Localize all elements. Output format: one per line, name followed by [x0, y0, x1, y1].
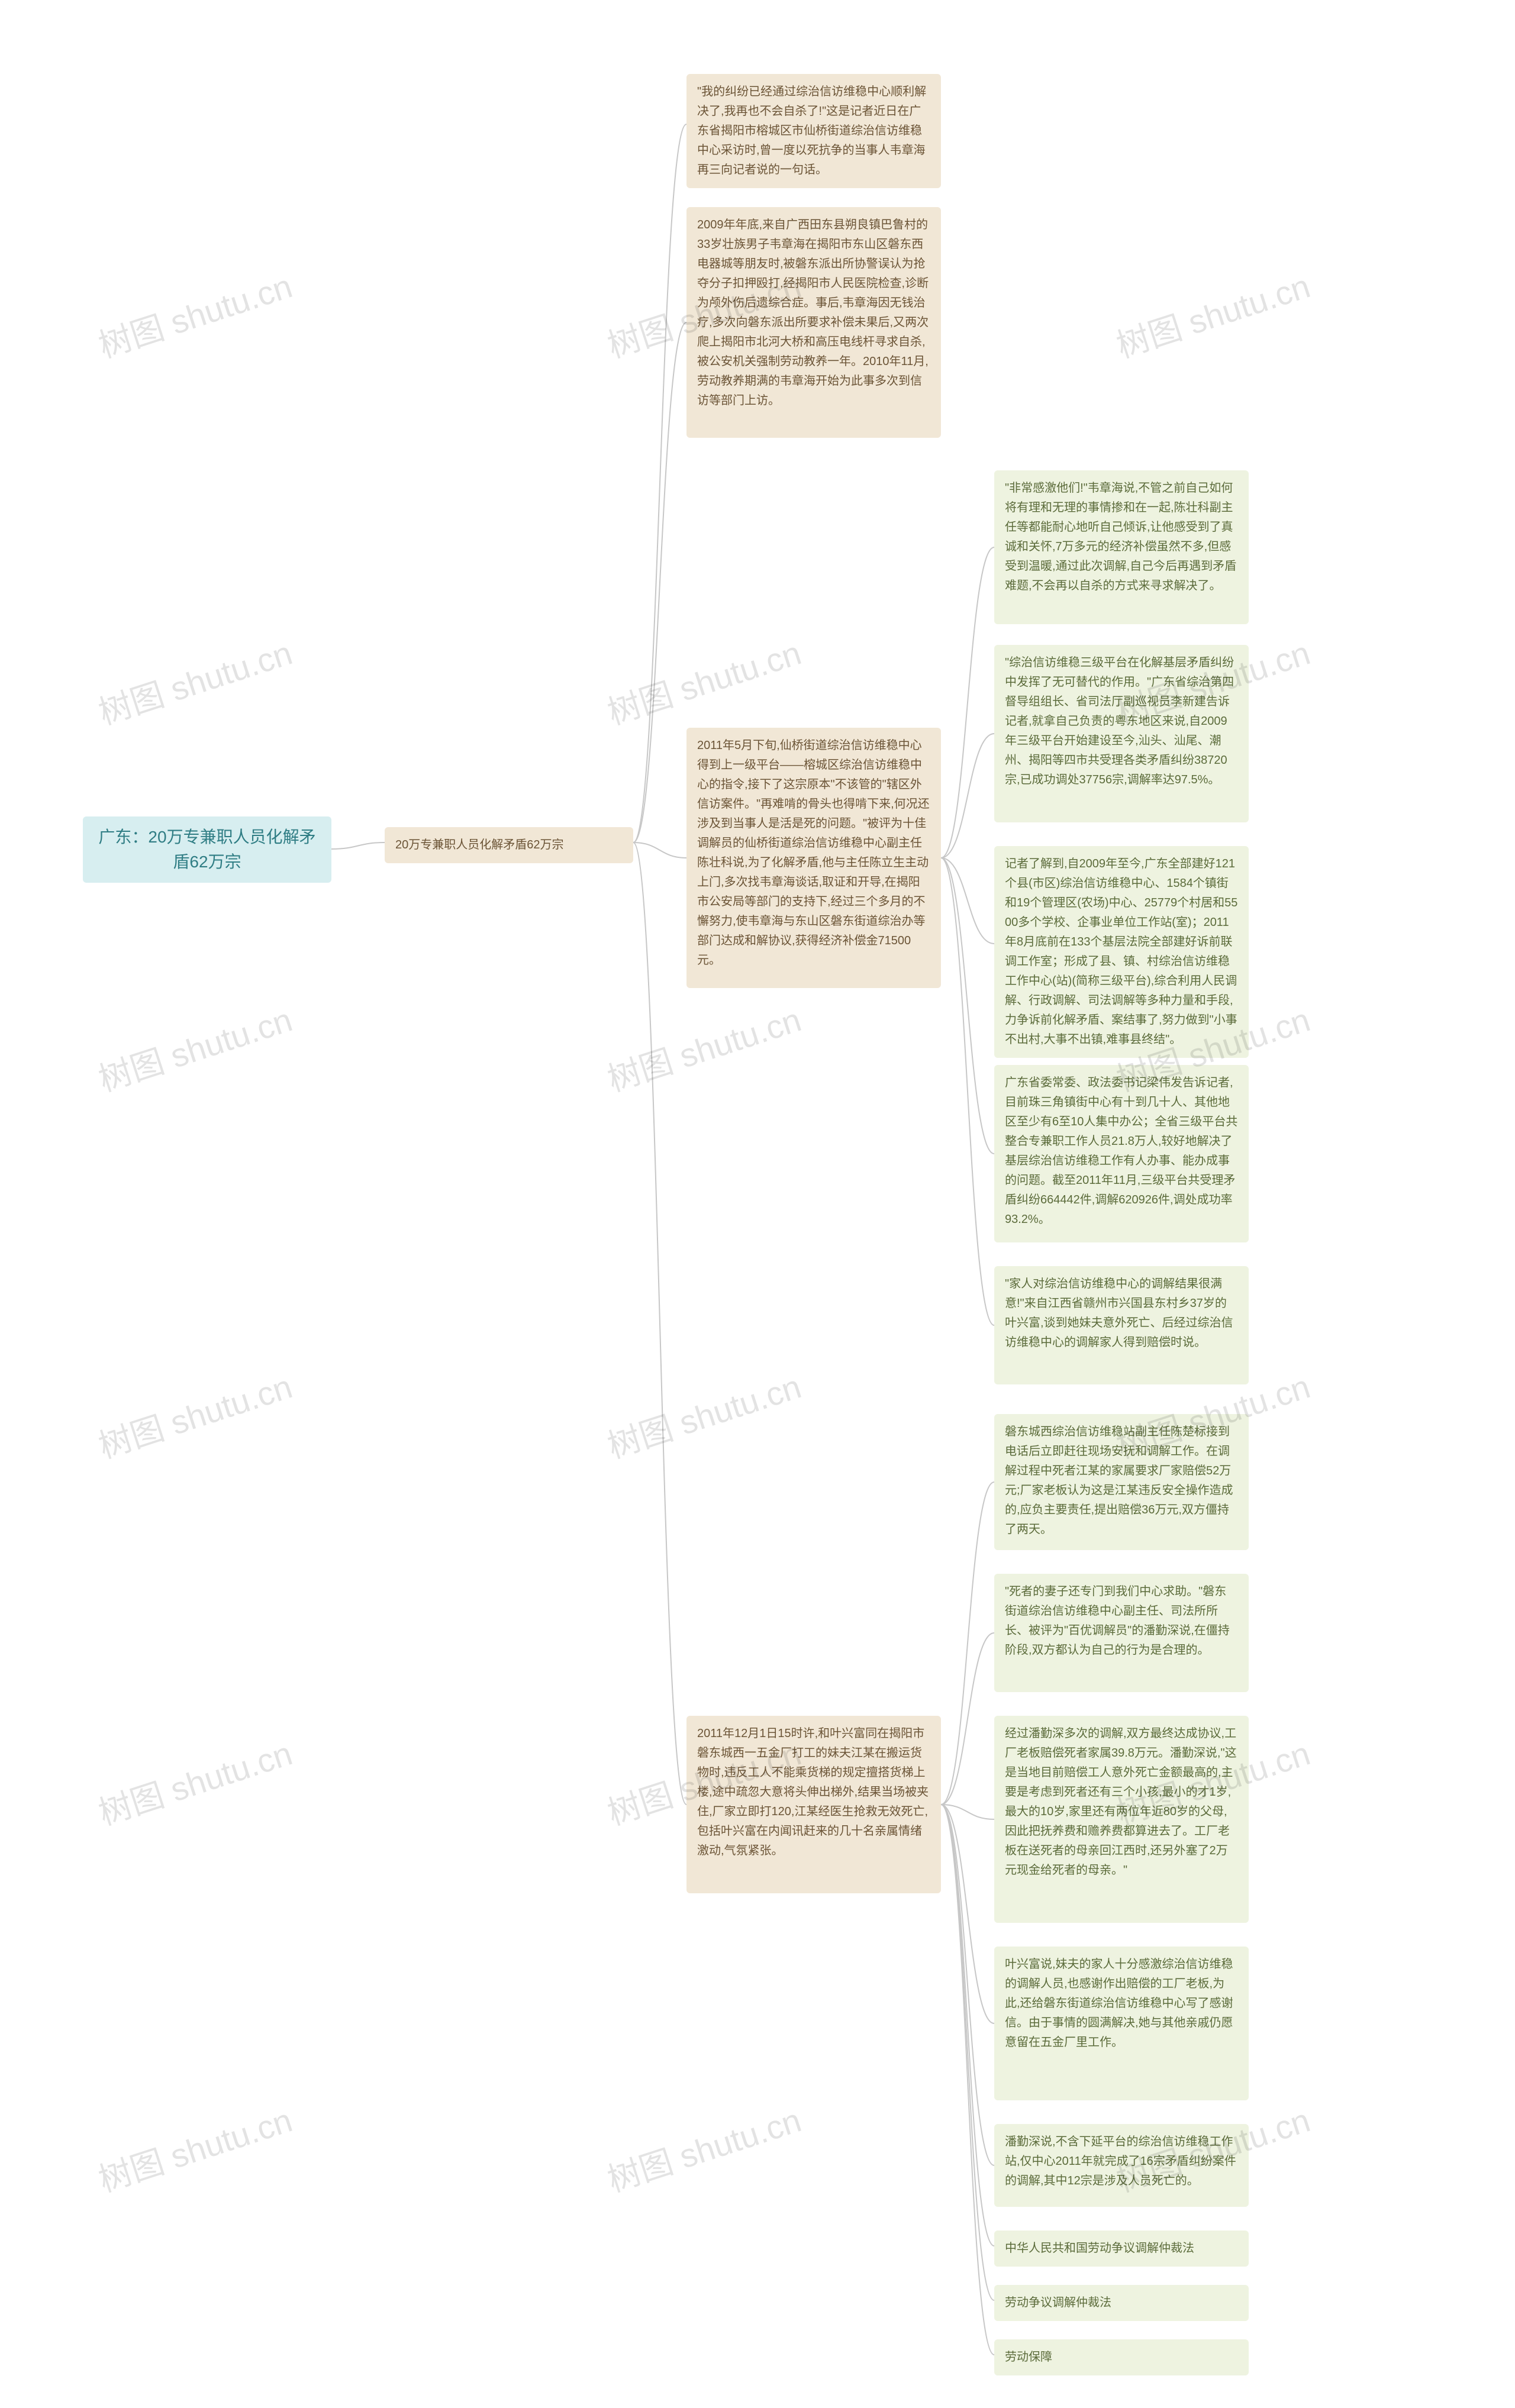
node-text: 劳动争议调解仲裁法 [1005, 2296, 1111, 2309]
leaf-node: 劳动保障 [994, 2339, 1249, 2375]
watermark: 树图 shutu.cn [601, 993, 807, 1101]
node-text: 潘勤深说,不含下延平台的综治信访维稳工作站,仅中心2011年就完成了16宗矛盾纠… [1005, 2135, 1236, 2187]
watermark: 树图 shutu.cn [1110, 260, 1316, 367]
node-text: "综治信访维稳三级平台在化解基层矛盾纠纷中发挥了无可替代的作用。"广东省综治第四… [1005, 656, 1234, 786]
leaf-node: 劳动争议调解仲裁法 [994, 2285, 1249, 2321]
node-text: 广东省委常委、政法委书记梁伟发告诉记者,目前珠三角镇街中心有十到几十人、其他地区… [1005, 1076, 1237, 1226]
watermark: 树图 shutu.cn [601, 627, 807, 734]
branch-node: 2011年12月1日15时许,和叶兴富同在揭阳市磐东城西一五金厂打工的妹夫江某在… [686, 1716, 941, 1893]
leaf-node: "死者的妻子还专门到我们中心求助。"磐东街道综治信访维稳中心副主任、司法所所长、… [994, 1574, 1249, 1692]
watermark: 树图 shutu.cn [601, 2094, 807, 2202]
mindmap-canvas: 广东：20万专兼职人员化解矛盾62万宗 20万专兼职人员化解矛盾62万宗 "我的… [0, 0, 1515, 2408]
leaf-node: "家人对综治信访维稳中心的调解结果很满意!"来自江西省赣州市兴国县东村乡37岁的… [994, 1266, 1249, 1384]
node-text: 2009年年底,来自广西田东县朔良镇巴鲁村的33岁壮族男子韦章海在揭阳市东山区磐… [697, 218, 929, 407]
node-text: "家人对综治信访维稳中心的调解结果很满意!"来自江西省赣州市兴国县东村乡37岁的… [1005, 1277, 1233, 1349]
leaf-node: "非常感激他们!"韦章海说,不管之前自己如何将有理和无理的事情掺和在一起,陈壮科… [994, 470, 1249, 624]
root-node: 广东：20万专兼职人员化解矛盾62万宗 [83, 816, 331, 883]
leaf-node: 记者了解到,自2009年至今,广东全部建好121个县(市区)综治信访维稳中心、1… [994, 846, 1249, 1058]
node-text: "死者的妻子还专门到我们中心求助。"磐东街道综治信访维稳中心副主任、司法所所长、… [1005, 1585, 1230, 1657]
watermark: 树图 shutu.cn [92, 993, 298, 1101]
leaf-node: 叶兴富说,妹夫的家人十分感激综治信访维稳的调解人员,也感谢作出赔偿的工厂老板,为… [994, 1947, 1249, 2100]
watermark: 树图 shutu.cn [92, 1360, 298, 1468]
watermark: 树图 shutu.cn [92, 260, 298, 367]
l1-label: 20万专兼职人员化解矛盾62万宗 [395, 838, 564, 851]
leaf-node: 广东省委常委、政法委书记梁伟发告诉记者,目前珠三角镇街中心有十到几十人、其他地区… [994, 1065, 1249, 1242]
node-text: 记者了解到,自2009年至今,广东全部建好121个县(市区)综治信访维稳中心、1… [1005, 857, 1237, 1046]
root-label: 广东：20万专兼职人员化解矛盾62万宗 [98, 828, 315, 871]
node-text: 磐东城西综治信访维稳站副主任陈楚标接到电话后立即赶往现场安抚和调解工作。在调解过… [1005, 1425, 1233, 1536]
node-text: "我的纠纷已经通过综治信访维稳中心顺利解决了,我再也不会自杀了!"这是记者近日在… [697, 85, 926, 176]
branch-node: "我的纠纷已经通过综治信访维稳中心顺利解决了,我再也不会自杀了!"这是记者近日在… [686, 74, 941, 188]
leaf-node: "综治信访维稳三级平台在化解基层矛盾纠纷中发挥了无可替代的作用。"广东省综治第四… [994, 645, 1249, 822]
node-text: 2011年5月下旬,仙桥街道综治信访维稳中心得到上一级平台——榕城区综治信访维稳… [697, 739, 930, 967]
leaf-node: 磐东城西综治信访维稳站副主任陈楚标接到电话后立即赶往现场安抚和调解工作。在调解过… [994, 1414, 1249, 1550]
watermark: 树图 shutu.cn [601, 1360, 807, 1468]
leaf-node: 潘勤深说,不含下延平台的综治信访维稳工作站,仅中心2011年就完成了16宗矛盾纠… [994, 2124, 1249, 2207]
watermark: 树图 shutu.cn [92, 627, 298, 734]
node-text: "非常感激他们!"韦章海说,不管之前自己如何将有理和无理的事情掺和在一起,陈壮科… [1005, 482, 1236, 592]
node-text: 2011年12月1日15时许,和叶兴富同在揭阳市磐东城西一五金厂打工的妹夫江某在… [697, 1727, 929, 1857]
leaf-node: 经过潘勤深多次的调解,双方最终达成协议,工厂老板赔偿死者家属39.8万元。潘勤深… [994, 1716, 1249, 1923]
watermark: 树图 shutu.cn [92, 2094, 298, 2202]
branch-node: 2011年5月下旬,仙桥街道综治信访维稳中心得到上一级平台——榕城区综治信访维稳… [686, 728, 941, 988]
branch-node: 2009年年底,来自广西田东县朔良镇巴鲁村的33岁壮族男子韦章海在揭阳市东山区磐… [686, 207, 941, 438]
level1-node: 20万专兼职人员化解矛盾62万宗 [385, 827, 633, 863]
watermark: 树图 shutu.cn [92, 1727, 298, 1835]
node-text: 经过潘勤深多次的调解,双方最终达成协议,工厂老板赔偿死者家属39.8万元。潘勤深… [1005, 1727, 1237, 1877]
node-text: 叶兴富说,妹夫的家人十分感激综治信访维稳的调解人员,也感谢作出赔偿的工厂老板,为… [1005, 1958, 1233, 2049]
node-text: 中华人民共和国劳动争议调解仲裁法 [1005, 2242, 1194, 2255]
leaf-node: 中华人民共和国劳动争议调解仲裁法 [994, 2231, 1249, 2267]
node-text: 劳动保障 [1005, 2351, 1052, 2364]
